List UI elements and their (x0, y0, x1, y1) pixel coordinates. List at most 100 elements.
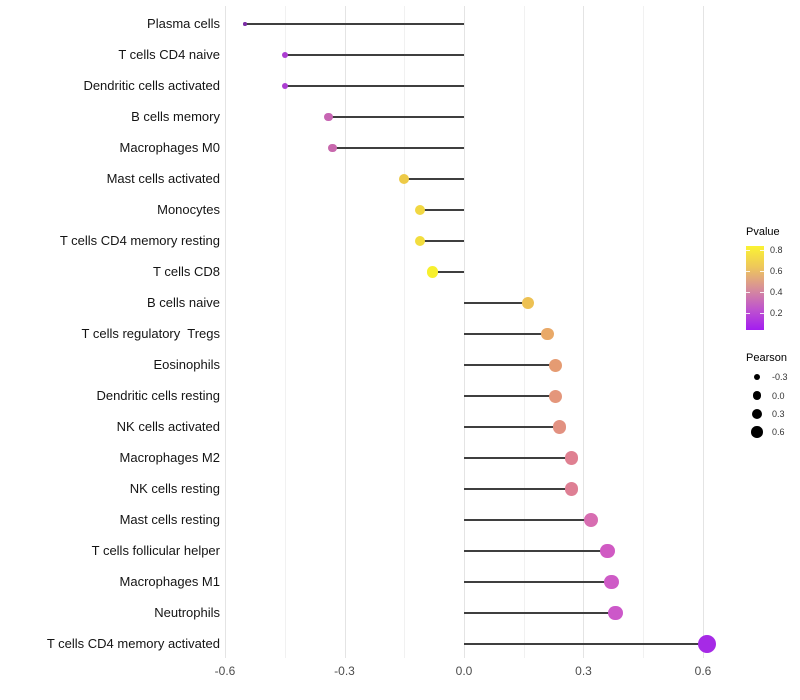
lollipop-stem (464, 333, 548, 335)
lollipop-stem (420, 240, 464, 242)
gridline-minor (404, 6, 406, 658)
pvalue-tick-notch (760, 313, 764, 314)
gridline-major (583, 6, 585, 658)
data-point (328, 143, 337, 153)
data-point (281, 82, 288, 90)
category-label: Mast cells resting (119, 512, 220, 527)
lollipop-stem (284, 54, 464, 56)
pvalue-tick-notch (760, 271, 764, 272)
data-point (243, 22, 247, 26)
pvalue-tick-label: 0.4 (770, 287, 783, 297)
lollipop-stem (464, 457, 572, 459)
gridline-minor (523, 6, 525, 658)
gridline-minor (643, 6, 645, 658)
category-label: B cells naive (147, 295, 220, 310)
category-label: T cells CD4 naive (118, 47, 220, 62)
data-point (426, 266, 438, 278)
category-label: Monocytes (157, 202, 220, 217)
category-label: Dendritic cells activated (83, 78, 220, 93)
lollipop-stem (464, 302, 528, 304)
category-label: B cells memory (131, 109, 220, 124)
x-axis-tick-label: -0.3 (334, 664, 355, 678)
lollipop-stem (464, 395, 556, 397)
lollipop-stem (464, 550, 608, 552)
data-point (552, 420, 567, 434)
gridline-major (344, 6, 346, 658)
category-label: Dendritic cells resting (96, 388, 220, 403)
data-point (564, 482, 579, 496)
data-point (604, 574, 619, 590)
x-axis-tick-label: 0.3 (575, 664, 592, 678)
data-point (697, 634, 717, 654)
pearson-size-label: -0.3 (772, 372, 788, 382)
data-point (541, 327, 555, 341)
x-axis-tick-label: 0.6 (694, 664, 712, 678)
category-label: T cells CD4 memory resting (59, 233, 220, 248)
data-point (324, 112, 333, 122)
pvalue-tick-label: 0.2 (770, 308, 783, 318)
lollipop-stem (332, 147, 464, 149)
data-point (600, 543, 615, 559)
gridline-major (225, 6, 226, 658)
pvalue-legend-title: Pvalue (746, 226, 780, 238)
pearson-legend-title: Pearson (746, 352, 787, 364)
category-label: Mast cells activated (106, 171, 220, 186)
lollipop-stem (464, 488, 572, 490)
pearson-size-dot (752, 391, 762, 400)
gridline-major (702, 6, 704, 658)
category-label: T cells follicular helper (91, 543, 220, 558)
category-label: Macrophages M1 (119, 574, 220, 589)
category-label: Macrophages M0 (119, 140, 220, 155)
pvalue-tick-notch (746, 292, 750, 293)
pearson-size-label: 0.0 (772, 390, 785, 401)
lollipop-stem (464, 426, 560, 428)
pvalue-tick-notch (760, 292, 764, 293)
category-label: NK cells resting (129, 481, 220, 496)
pearson-size-dot (751, 426, 763, 438)
category-label: T cells regulatory Tregs (81, 326, 220, 341)
pvalue-tick-notch (746, 313, 750, 314)
data-point (549, 389, 563, 403)
plot-panel (222, 6, 717, 658)
lollipop-stem (404, 178, 464, 180)
data-point (414, 204, 426, 216)
data-point (414, 235, 426, 247)
data-point (564, 451, 579, 465)
gridline-major (464, 6, 465, 658)
pearson-size-label: 0.3 (772, 409, 785, 419)
data-point (521, 296, 534, 310)
gridline-minor (284, 6, 286, 658)
data-point (549, 358, 563, 372)
pvalue-tick-label: 0.6 (770, 266, 783, 276)
category-label: Neutrophils (154, 605, 220, 620)
pvalue-tick-notch (760, 250, 764, 251)
lollipop-stem (284, 85, 464, 87)
lollipop-stem (432, 271, 464, 273)
lollipop-stem (464, 519, 592, 521)
pearson-size-dot (752, 409, 762, 419)
x-axis-tick-label: -0.6 (214, 664, 236, 678)
data-point (281, 51, 288, 59)
lollipop-stem (420, 209, 464, 211)
lollipop-stem (464, 643, 707, 645)
lollipop-stem (464, 364, 556, 366)
lollipop-stem (244, 23, 464, 25)
lollipop-stem (328, 116, 464, 118)
data-point (399, 173, 410, 185)
pearson-size-dot (753, 373, 761, 381)
pvalue-tick-notch (746, 250, 750, 251)
pvalue-tick-notch (746, 271, 750, 272)
category-label: T cells CD4 memory activated (46, 636, 220, 651)
data-point (584, 513, 599, 527)
pearson-size-label: 0.6 (772, 427, 785, 437)
x-axis-tick-label: 0.0 (455, 664, 473, 678)
category-label: Eosinophils (153, 357, 221, 372)
data-point (607, 605, 623, 621)
category-label: T cells CD8 (153, 264, 220, 279)
lollipop-stem (464, 581, 612, 583)
category-label: NK cells activated (116, 419, 220, 434)
lollipop-stem (464, 612, 616, 614)
pvalue-gradient-bar (746, 246, 764, 330)
category-label: Plasma cells (147, 16, 220, 31)
